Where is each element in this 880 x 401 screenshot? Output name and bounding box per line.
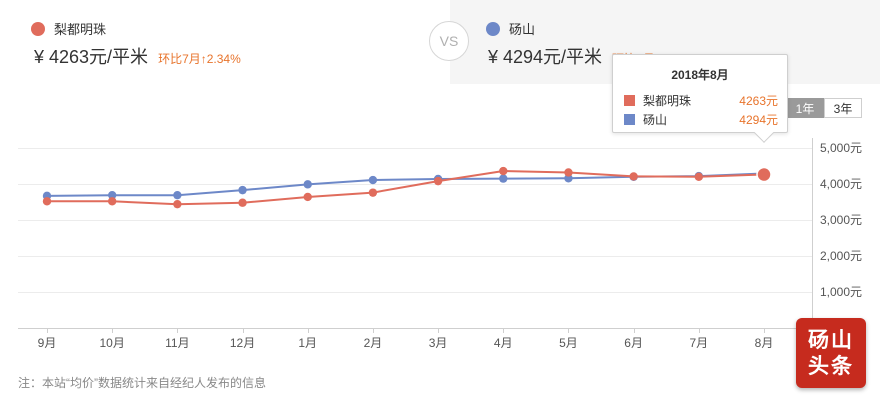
y-tick-label: 5,000元: [820, 141, 862, 155]
y-tick-label: 1,000元: [820, 285, 862, 299]
change-left: 环比7月↑2.34%: [158, 52, 241, 66]
data-point-0: [629, 172, 638, 181]
data-point-0: [368, 188, 378, 197]
tab-3-year[interactable]: 3年: [824, 98, 862, 118]
y-tick-label: 4,000元: [820, 177, 862, 191]
price-row-left: ¥ 4263元/平米 环比7月↑2.34%: [34, 43, 241, 69]
tooltip-row-left: 梨都明珠 4263元: [624, 92, 778, 109]
tooltip-value-left: 4263元: [739, 94, 778, 108]
site-logo: 砀山 头条: [796, 318, 866, 388]
logo-line-1: 砀山: [808, 328, 854, 352]
tooltip-title: 2018年8月: [671, 68, 729, 82]
x-tick-label: 3月: [429, 336, 448, 350]
x-tick-label: 12月: [230, 336, 255, 350]
data-point-0: [107, 197, 117, 206]
x-tick-label: 11月: [165, 336, 189, 350]
legend-dot-left: [31, 21, 45, 36]
tooltip-value-right: 4294元: [739, 113, 778, 127]
data-point-0: [499, 166, 508, 176]
data-point-0: [694, 172, 704, 181]
city-name-left: 梨都明珠: [54, 22, 107, 37]
x-tick-label: 4月: [494, 336, 513, 350]
tooltip-name-right: 砀山: [643, 113, 668, 127]
x-tick-label: 10月: [100, 336, 125, 350]
data-point-1: [564, 174, 573, 183]
data-point-0: [303, 192, 312, 202]
footnote: 注：本站“均价”数据统计来自经纪人发布的信息: [18, 376, 266, 390]
compare-panel-left: 梨都明珠 ¥ 4263元/平米 环比7月↑2.34%: [0, 0, 450, 84]
data-point-1: [499, 174, 508, 183]
logo-line-2: 头条: [808, 354, 854, 378]
price-left: ¥ 4263元/平米: [34, 47, 149, 67]
x-tick-label: 7月: [689, 336, 708, 350]
data-point-0: [238, 198, 247, 207]
range-tabs: 1年 3年: [786, 98, 862, 118]
chart-tooltip: 2018年8月 梨都明珠 4263元 砀山 4294元: [612, 54, 788, 143]
x-tick-label: 8月: [755, 336, 774, 350]
vs-badge: VS: [429, 21, 469, 61]
series-line-0: [47, 169, 765, 206]
data-point-1: [173, 190, 182, 200]
data-point-0: [564, 168, 573, 177]
x-tick-label: 6月: [624, 336, 643, 350]
tooltip-swatch-right: [624, 114, 635, 125]
data-point-0: [173, 199, 182, 209]
y-tick-label: 3,000元: [820, 213, 862, 227]
data-point-1: [368, 175, 378, 185]
city-legend-left: 梨都明珠: [31, 19, 106, 38]
tooltip-swatch-left: [624, 95, 635, 106]
x-tick-label: 2月: [364, 336, 383, 350]
city-legend-right: 砀山: [486, 19, 535, 38]
city-name-right: 砀山: [509, 22, 536, 37]
data-point-1: [107, 190, 117, 200]
x-tick-label: 9月: [38, 336, 57, 350]
data-point-0: [42, 197, 52, 206]
x-tick-label: 1月: [298, 336, 317, 350]
data-point-1: [238, 185, 247, 195]
tooltip-row-right: 砀山 4294元: [624, 111, 778, 128]
data-point-0: [433, 176, 443, 186]
y-tick-label: 2,000元: [820, 249, 862, 263]
price-right: ¥ 4294元/平米: [488, 47, 603, 67]
tooltip-name-left: 梨都明珠: [643, 94, 692, 108]
legend-dot-right: [486, 21, 500, 36]
x-tick-label: 5月: [559, 336, 578, 350]
data-point-0: [756, 166, 772, 183]
tab-1-year[interactable]: 1年: [786, 98, 824, 118]
data-point-1: [303, 180, 312, 189]
